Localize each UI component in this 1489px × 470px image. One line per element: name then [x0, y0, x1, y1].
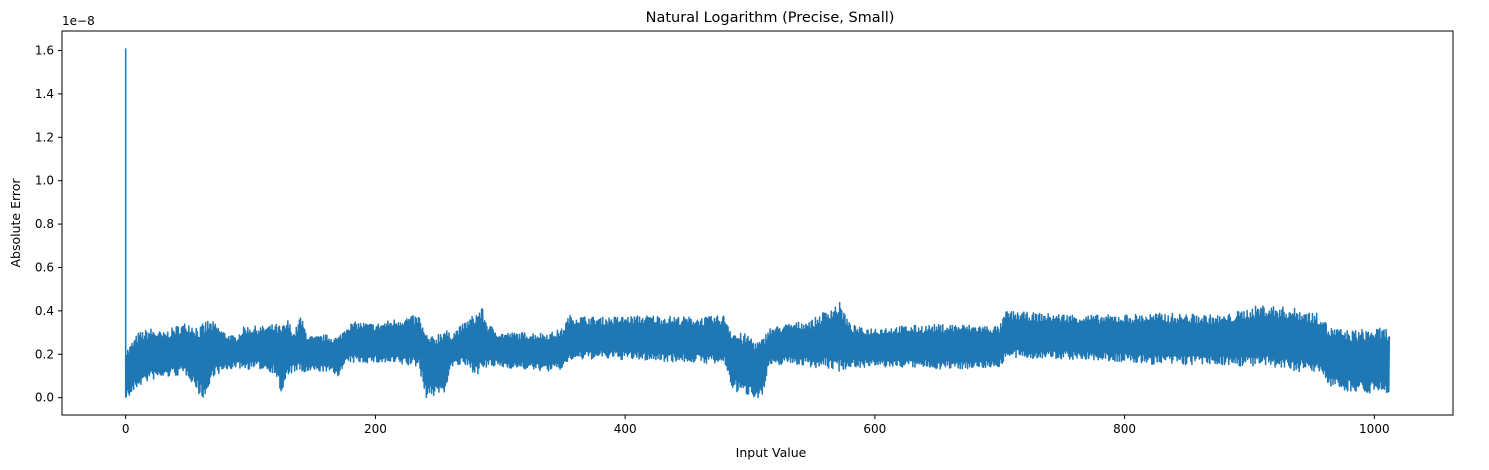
y-tick-label: 0.8 [35, 217, 54, 231]
y-tick-label: 1.4 [35, 87, 54, 101]
y-axis-ticks: 0.0 0.2 0.4 0.6 0.8 1.0 1.2 1.4 1.6 [35, 44, 62, 405]
y-tick-label: 1.2 [35, 130, 54, 144]
y-tick-label: 0.6 [35, 260, 54, 274]
x-tick-label: 600 [863, 422, 886, 436]
series-line [124, 301, 1391, 399]
x-tick-label: 400 [614, 422, 637, 436]
chart-title: Natural Logarithm (Precise, Small) [646, 10, 895, 26]
y-tick-label: 0.0 [35, 391, 54, 405]
y-tick-label: 1.6 [35, 44, 54, 58]
y-tick-label: 0.4 [35, 304, 54, 318]
x-tick-label: 200 [364, 422, 387, 436]
y-tick-label: 0.2 [35, 347, 54, 361]
y-offset-text: 1e−8 [62, 14, 95, 28]
x-tick-label: 800 [1113, 422, 1136, 436]
x-tick-label: 1000 [1359, 422, 1390, 436]
x-axis-ticks: 0 200 400 600 800 1000 [122, 415, 1390, 436]
axes-frame [61, 30, 1454, 416]
plot-area [124, 48, 1391, 399]
x-tick-label: 0 [122, 422, 130, 436]
y-tick-label: 1.0 [35, 174, 54, 188]
y-axis-label: Absolute Error [8, 178, 23, 268]
x-axis-label: Input Value [736, 445, 807, 460]
